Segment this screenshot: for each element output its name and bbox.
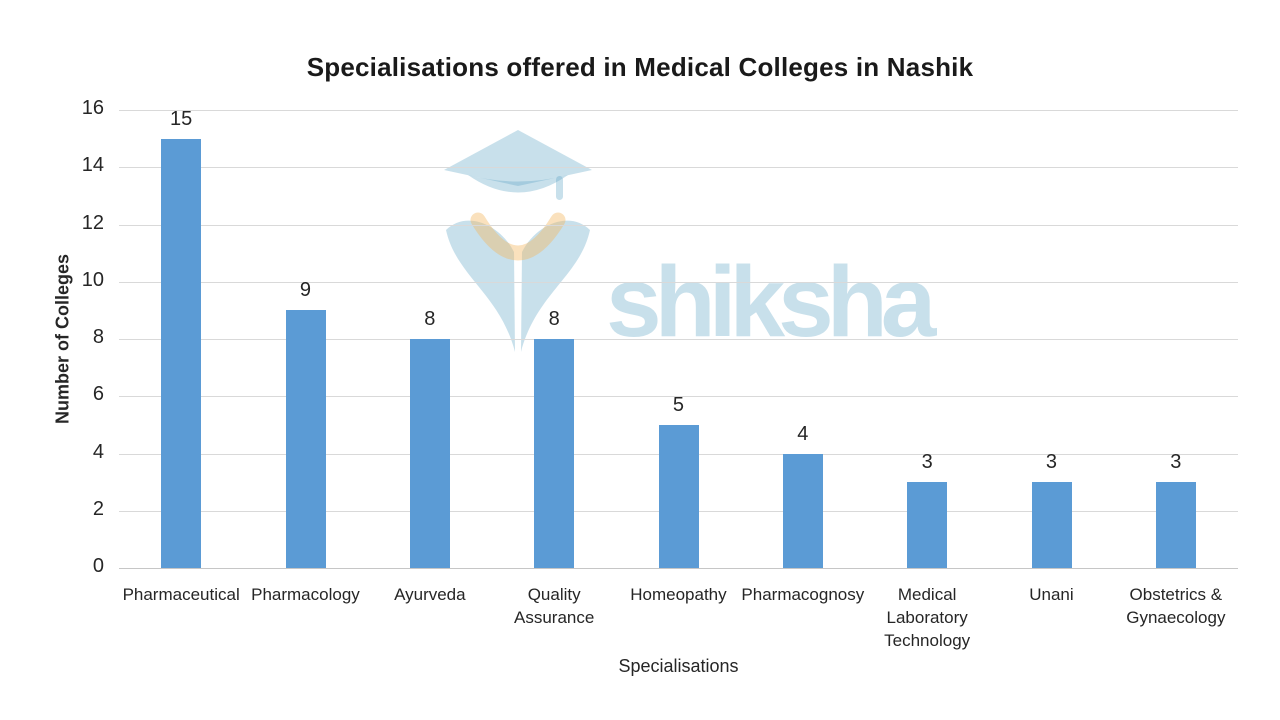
chart-title: Specialisations offered in Medical Colle…	[306, 52, 974, 82]
bar-8	[1155, 482, 1196, 568]
bar-4	[658, 424, 699, 568]
value-label-0: 15	[170, 107, 193, 130]
gridline-y-16	[119, 110, 1238, 111]
gridline-y-0	[119, 568, 1238, 569]
category-label-8: Obstetrics & Gynaecology	[1126, 585, 1226, 627]
y-tick-label-8: 8	[92, 326, 104, 348]
gridline-y-12	[119, 224, 1238, 226]
value-label-7: 3	[1045, 451, 1057, 474]
y-tick-label-12: 12	[81, 211, 104, 234]
y-tick-label-16: 16	[81, 97, 104, 119]
value-label-5: 4	[797, 422, 809, 445]
bar-0	[161, 138, 202, 568]
category-label-3: Quality Assurance	[513, 585, 595, 627]
gridline-y-10	[119, 281, 1238, 283]
value-label-1: 9	[299, 279, 311, 302]
y-tick-label-4: 4	[92, 440, 104, 463]
x-axis-title: Specialisations	[618, 656, 739, 676]
bar-2	[409, 339, 450, 568]
y-tick-label-10: 10	[81, 268, 104, 291]
y-tick-label-0: 0	[92, 555, 104, 577]
gridline-y-14	[119, 167, 1238, 169]
y-tick-label-6: 6	[92, 383, 104, 406]
bar-1	[285, 310, 326, 568]
bar-5	[782, 453, 823, 568]
category-label-5: Pharmacognosy	[741, 585, 865, 604]
y-tick-label-2: 2	[92, 497, 104, 520]
bar-6	[907, 482, 948, 568]
value-label-8: 3	[1170, 451, 1182, 474]
shiksha-graduation-cap-icon	[444, 130, 592, 352]
category-label-0: Pharmaceutical	[122, 585, 240, 604]
value-label-6: 3	[921, 451, 933, 474]
category-label-2: Ayurveda	[394, 585, 466, 604]
value-label-4: 5	[672, 393, 684, 416]
bar-7	[1031, 482, 1072, 568]
bar-3	[534, 339, 575, 568]
category-label-4: Homeopathy	[630, 585, 727, 604]
shiksha-watermark-text: shiksha	[606, 246, 936, 358]
value-label-2: 8	[424, 308, 436, 330]
value-label-3: 8	[548, 308, 560, 330]
category-label-6: Medical Laboratory Technology	[884, 585, 971, 650]
y-tick-label-14: 14	[81, 154, 104, 177]
gridline-y-8	[119, 339, 1238, 340]
gridline-y-6	[119, 396, 1238, 398]
category-label-1: Pharmacology	[251, 585, 360, 604]
category-label-7: Unani	[1029, 585, 1074, 604]
